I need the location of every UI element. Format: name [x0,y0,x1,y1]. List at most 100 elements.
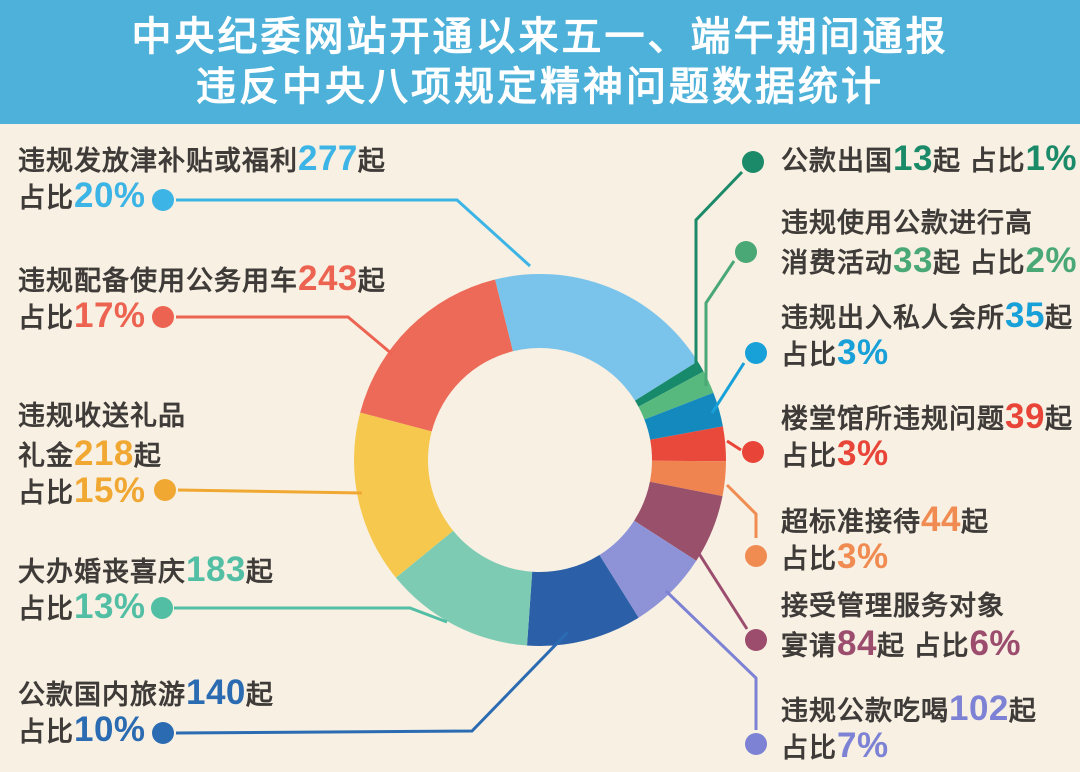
callout-text: 占比 [18,183,74,213]
callout-label-official-vehicles: 违规配备使用公务用车 243 起占比 17% [18,260,386,334]
callout-value: 1% [1025,139,1078,178]
callout-value: 13 [893,139,933,178]
callout-dot-banquets-from-clients [745,629,767,651]
callout-text: 礼金 [18,441,74,471]
callout-text: 起 [1008,696,1037,726]
callout-text: 占比 [781,544,837,574]
leader-line-buildings-halls [726,439,742,452]
callout-text: 公款国内旅游 [18,680,186,710]
leader-line-weddings-funerals [174,606,448,624]
leader-line-high-consumption [704,260,736,386]
callout-dot-weddings-funerals [151,597,173,619]
callout-text: 起 [357,266,386,296]
callout-value: 44 [921,500,961,539]
callout-label-allowances-benefits: 违规发放津补贴或福利 277 起占比 20% [18,140,386,214]
callout-label-overseas-trips: 公款出国 13 起 占比 1% [781,140,1077,177]
donut-segment-1 [495,273,698,401]
callout-line: 占比 10% [18,711,274,748]
callout-line: 违规公款吃喝 102 起 [781,690,1037,727]
callout-line: 楼堂馆所违规问题 39 起 [781,398,1073,435]
callout-dot-high-consumption [735,241,757,263]
callout-value: 84 [837,624,877,663]
leader-line-allowances-benefits [176,198,532,268]
callout-label-excessive-reception: 超标准接待 44 起占比 3% [781,501,989,575]
callout-line: 占比 3% [781,435,1073,472]
callout-value: 10% [74,710,146,749]
callout-text: 公款出国 [781,146,893,176]
leader-line-official-vehicles [176,315,393,356]
callout-text: 楼堂馆所违规问题 [781,404,1005,434]
callout-text: 占比 [18,717,74,747]
donut-segment-8 [599,520,697,618]
callout-text: 违规配备使用公务用车 [18,266,298,296]
callout-dot-public-funds-dining [745,733,767,755]
callout-line: 宴请 84 起 占比 6% [781,625,1021,662]
callout-line: 公款出国 13 起 占比 1% [781,140,1077,177]
callout-label-gifts-money: 违规收送礼品 礼金 218 起占比 15% [18,398,186,509]
callout-line: 违规使用公款进行高 [781,205,1077,242]
callout-dot-private-clubs [745,342,767,364]
callout-value: 17% [74,296,146,335]
callout-value: 102 [949,689,1009,728]
callout-value: 20% [74,176,146,215]
callout-value: 183 [186,550,246,589]
callout-text: 占比 [781,340,837,370]
callout-dot-allowances-benefits [152,189,174,211]
callout-text: 违规收送礼品 [18,401,186,431]
callout-value: 3% [837,537,889,576]
callout-text: 占比 [781,441,837,471]
callout-value: 33 [893,241,933,280]
callout-dot-official-vehicles [152,306,174,328]
callout-label-buildings-halls: 楼堂馆所违规问题 39 起占比 3% [781,398,1073,472]
donut-segment-6 [649,460,726,497]
callout-label-high-consumption: 违规使用公款进行高 消费活动 33 起 占比 2% [781,205,1077,279]
callout-label-private-clubs: 违规出入私人会所 35 起占比 3% [781,297,1073,371]
callout-line: 大办婚丧喜庆 183 起 [18,551,274,588]
callout-value: 35 [1005,296,1045,335]
callout-line: 占比 3% [781,334,1073,371]
callout-line: 占比 17% [18,297,386,334]
callout-text: 占比 [781,733,837,763]
callout-value: 13% [74,587,146,626]
callout-text: 起 占比 [932,248,1026,278]
callout-dot-buildings-halls [742,441,764,463]
callout-value: 140 [186,673,246,712]
title-banner: 中央纪委网站开通以来五一、端午期间通报 违反中央八项规定精神问题数据统计 [0,0,1080,124]
callout-text: 起 [357,146,386,176]
callout-text: 接受管理服务对象 [781,591,1005,621]
callout-text: 起 [1044,303,1073,333]
callout-line: 违规发放津补贴或福利 277 起 [18,140,386,177]
callout-line: 公款国内旅游 140 起 [18,674,274,711]
callout-line: 占比 15% [18,472,186,509]
callout-text: 起 [960,507,989,537]
leader-line-banquets-from-clients [696,551,749,630]
donut-segment-12 [360,279,513,432]
callout-text: 占比 [18,478,74,508]
callout-value: 2% [1025,241,1078,280]
leader-line-gifts-money [177,488,363,495]
callout-text: 起 占比 [876,631,970,661]
callout-text: 占比 [18,303,74,333]
donut-segment-5 [650,426,727,462]
title-line-1: 中央纪委网站开通以来五一、端午期间通报 [131,15,949,59]
donut-segment-2 [635,361,704,407]
callout-line: 超标准接待 44 起 [781,501,989,538]
leader-line-public-funds-dining [664,589,758,730]
callout-value: 6% [969,624,1022,663]
callout-label-domestic-travel: 公款国内旅游 140 起占比 10% [18,674,274,748]
callout-value: 39 [1005,397,1045,436]
callout-label-banquets-from-clients: 接受管理服务对象宴请 84 起 占比 6% [781,588,1021,662]
callout-text: 起 [1044,404,1073,434]
leader-line-overseas-trips [694,170,744,375]
leader-line-private-clubs [710,362,746,414]
callout-dot-overseas-trips [742,151,764,173]
callout-value: 277 [298,139,358,178]
callout-line: 占比 20% [18,177,386,214]
callout-text: 违规使用公款进行高 [781,208,1033,238]
callout-line: 违规出入私人会所 35 起 [781,297,1073,334]
callout-value: 15% [74,471,146,510]
callout-line: 礼金 218 起 [18,435,186,472]
callout-text: 大办婚丧喜庆 [18,557,186,587]
callout-text: 违规发放津补贴或福利 [18,146,298,176]
